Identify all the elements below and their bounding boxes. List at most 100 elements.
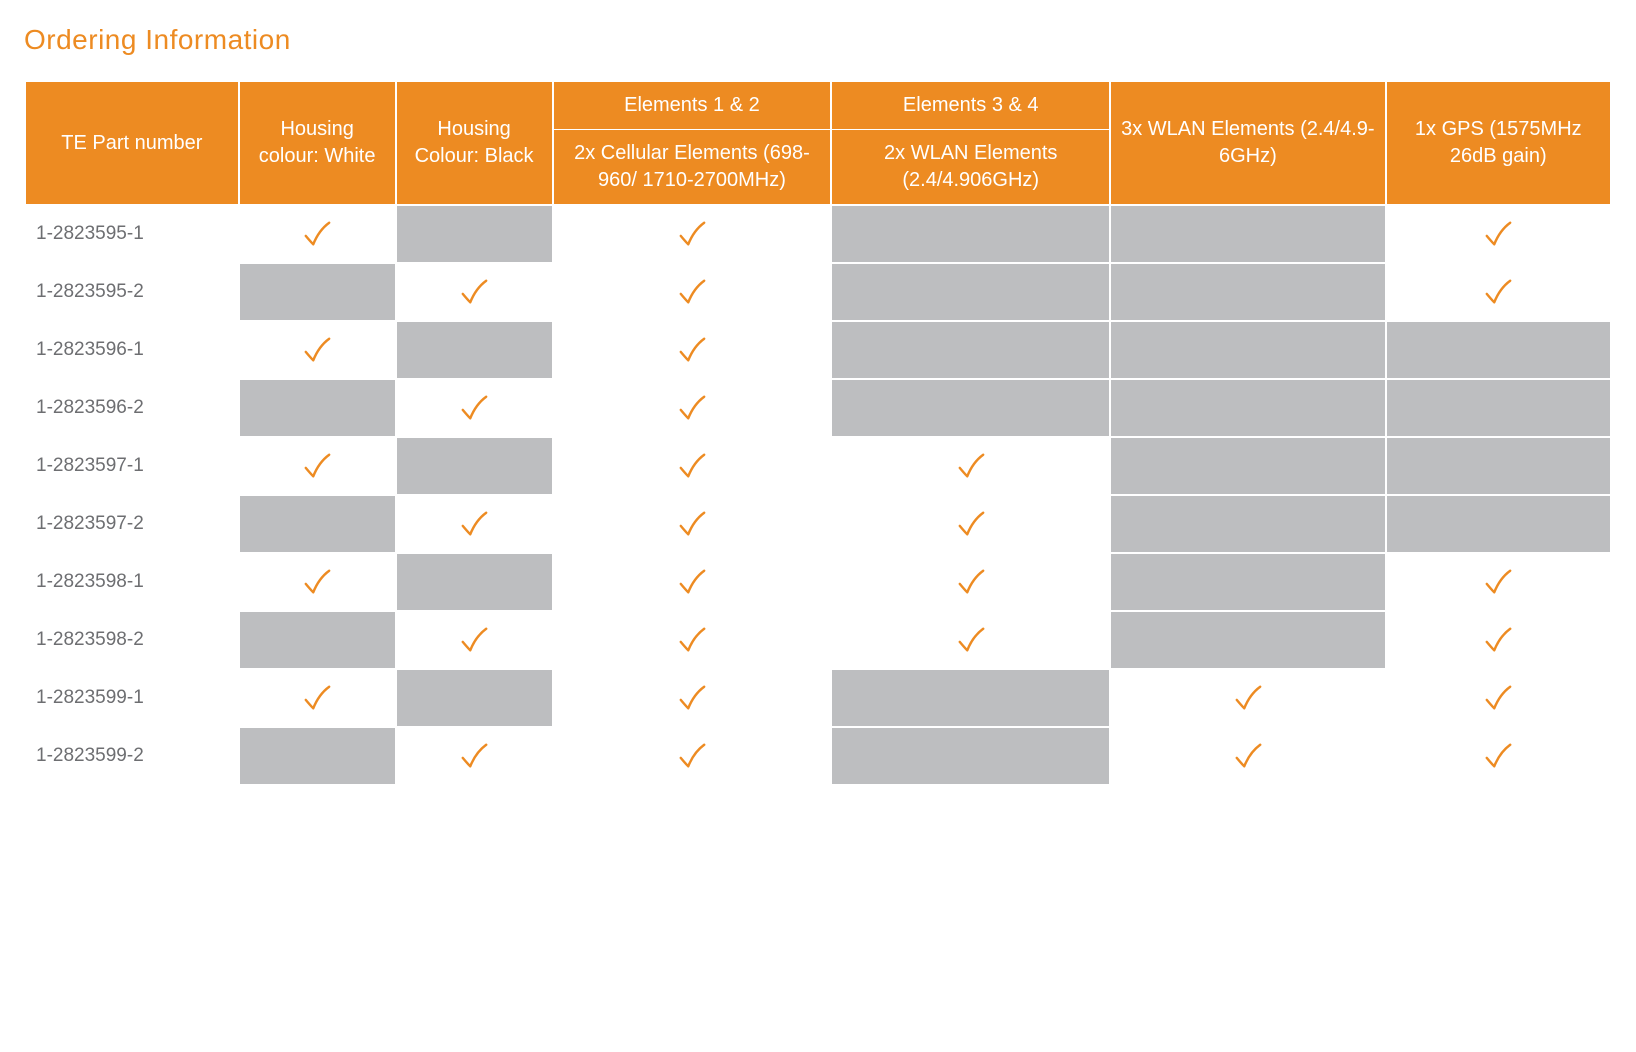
cell-gps bbox=[1386, 669, 1611, 727]
table-row: 1-2823595-1 bbox=[25, 205, 1611, 263]
checkmark-icon bbox=[459, 629, 489, 650]
cell-black bbox=[396, 727, 553, 785]
checkmark-icon bbox=[677, 513, 707, 534]
cell-cellular bbox=[553, 205, 832, 263]
checkmark-icon bbox=[956, 629, 986, 650]
cell-cellular bbox=[553, 611, 832, 669]
checkmark-icon bbox=[677, 339, 707, 360]
checkmark-icon bbox=[677, 571, 707, 592]
cell-part-number: 1-2823598-2 bbox=[25, 611, 239, 669]
checkmark-icon bbox=[677, 455, 707, 476]
cell-white bbox=[239, 611, 396, 669]
checkmark-icon bbox=[1483, 687, 1513, 708]
cell-wlan3 bbox=[1110, 495, 1385, 553]
cell-wlan3 bbox=[1110, 379, 1385, 437]
cell-cellular bbox=[553, 437, 832, 495]
checkmark-icon bbox=[459, 745, 489, 766]
cell-black bbox=[396, 553, 553, 611]
cell-white bbox=[239, 553, 396, 611]
table-row: 1-2823598-1 bbox=[25, 553, 1611, 611]
cell-cellular bbox=[553, 495, 832, 553]
table-row: 1-2823596-1 bbox=[25, 321, 1611, 379]
cell-black bbox=[396, 379, 553, 437]
checkmark-icon bbox=[302, 455, 332, 476]
cell-wlan3 bbox=[1110, 263, 1385, 321]
col-group-elements-3-4: Elements 3 & 4 bbox=[831, 81, 1110, 130]
col-header-white: Housing colour: White bbox=[239, 81, 396, 205]
cell-part-number: 1-2823598-1 bbox=[25, 553, 239, 611]
checkmark-icon bbox=[302, 339, 332, 360]
table-row: 1-2823598-2 bbox=[25, 611, 1611, 669]
cell-wlan2 bbox=[831, 379, 1110, 437]
cell-wlan2 bbox=[831, 205, 1110, 263]
checkmark-icon bbox=[1483, 223, 1513, 244]
checkmark-icon bbox=[302, 571, 332, 592]
checkmark-icon bbox=[677, 223, 707, 244]
cell-part-number: 1-2823596-2 bbox=[25, 379, 239, 437]
table-row: 1-2823599-2 bbox=[25, 727, 1611, 785]
table-row: 1-2823597-2 bbox=[25, 495, 1611, 553]
checkmark-icon bbox=[677, 745, 707, 766]
cell-gps bbox=[1386, 553, 1611, 611]
cell-gps bbox=[1386, 495, 1611, 553]
table-head-row-1: TE Part number Housing colour: White Hou… bbox=[25, 81, 1611, 130]
cell-wlan3 bbox=[1110, 205, 1385, 263]
page-title: Ordering Information bbox=[24, 24, 1612, 56]
cell-black bbox=[396, 669, 553, 727]
cell-cellular bbox=[553, 727, 832, 785]
cell-cellular bbox=[553, 553, 832, 611]
checkmark-icon bbox=[956, 513, 986, 534]
cell-wlan3 bbox=[1110, 727, 1385, 785]
cell-black bbox=[396, 263, 553, 321]
table-row: 1-2823596-2 bbox=[25, 379, 1611, 437]
cell-gps bbox=[1386, 263, 1611, 321]
ordering-table: TE Part number Housing colour: White Hou… bbox=[24, 80, 1612, 786]
cell-white bbox=[239, 205, 396, 263]
cell-part-number: 1-2823596-1 bbox=[25, 321, 239, 379]
checkmark-icon bbox=[459, 281, 489, 302]
cell-part-number: 1-2823595-2 bbox=[25, 263, 239, 321]
cell-wlan2 bbox=[831, 611, 1110, 669]
cell-black bbox=[396, 205, 553, 263]
col-header-wlan3: 3x WLAN Elements (2.4/4.9-6GHz) bbox=[1110, 81, 1385, 205]
col-header-wlan2: 2x WLAN Elements (2.4/4.906GHz) bbox=[831, 130, 1110, 206]
cell-gps bbox=[1386, 321, 1611, 379]
cell-cellular bbox=[553, 669, 832, 727]
cell-wlan2 bbox=[831, 669, 1110, 727]
cell-white bbox=[239, 669, 396, 727]
cell-wlan2 bbox=[831, 553, 1110, 611]
col-header-cellular: 2x Cellular Elements (698-960/ 1710-2700… bbox=[553, 130, 832, 206]
checkmark-icon bbox=[677, 687, 707, 708]
checkmark-icon bbox=[1233, 745, 1263, 766]
cell-white bbox=[239, 263, 396, 321]
cell-part-number: 1-2823595-1 bbox=[25, 205, 239, 263]
cell-gps bbox=[1386, 611, 1611, 669]
table-body: 1-2823595-11-2823595-21-2823596-11-28235… bbox=[25, 205, 1611, 785]
col-header-black: Housing Colour: Black bbox=[396, 81, 553, 205]
table-row: 1-2823597-1 bbox=[25, 437, 1611, 495]
cell-gps bbox=[1386, 437, 1611, 495]
checkmark-icon bbox=[677, 281, 707, 302]
cell-black bbox=[396, 611, 553, 669]
cell-white bbox=[239, 727, 396, 785]
cell-cellular bbox=[553, 263, 832, 321]
cell-wlan3 bbox=[1110, 669, 1385, 727]
cell-black bbox=[396, 437, 553, 495]
checkmark-icon bbox=[1233, 687, 1263, 708]
cell-wlan3 bbox=[1110, 553, 1385, 611]
cell-white bbox=[239, 437, 396, 495]
checkmark-icon bbox=[1483, 281, 1513, 302]
table-head: TE Part number Housing colour: White Hou… bbox=[25, 81, 1611, 205]
cell-white bbox=[239, 495, 396, 553]
cell-wlan3 bbox=[1110, 437, 1385, 495]
checkmark-icon bbox=[956, 455, 986, 476]
checkmark-icon bbox=[302, 687, 332, 708]
cell-white bbox=[239, 379, 396, 437]
checkmark-icon bbox=[459, 513, 489, 534]
cell-part-number: 1-2823599-1 bbox=[25, 669, 239, 727]
table-row: 1-2823599-1 bbox=[25, 669, 1611, 727]
cell-gps bbox=[1386, 727, 1611, 785]
cell-part-number: 1-2823599-2 bbox=[25, 727, 239, 785]
cell-black bbox=[396, 321, 553, 379]
cell-part-number: 1-2823597-2 bbox=[25, 495, 239, 553]
